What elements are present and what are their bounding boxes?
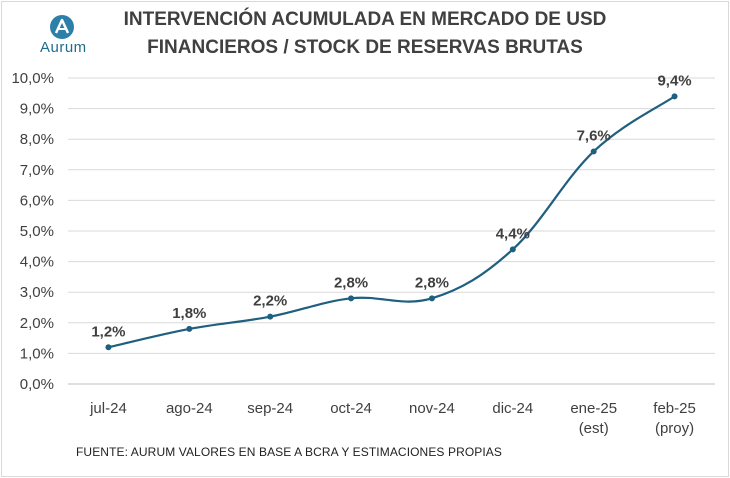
x-tick-label: nov-24 bbox=[409, 400, 455, 417]
x-tick-label: jul-24 bbox=[89, 400, 127, 417]
x-tick-label: (est) bbox=[579, 420, 609, 437]
series-line bbox=[107, 95, 676, 349]
chart-title-line-1: INTERVENCIÓN ACUMULADA EN MERCADO DE USD bbox=[123, 9, 607, 30]
data-point bbox=[267, 313, 274, 320]
y-tick-label: 8,0% bbox=[20, 131, 54, 148]
y-tick-label: 3,0% bbox=[20, 284, 54, 301]
chart-title-line-2: FINANCIEROS / STOCK DE RESERVAS BRUTAS bbox=[147, 37, 583, 58]
data-label: 4,4% bbox=[496, 225, 530, 242]
data-point bbox=[105, 344, 112, 351]
data-point bbox=[348, 295, 355, 302]
y-tick-label: 2,0% bbox=[20, 315, 54, 332]
data-label: 2,8% bbox=[415, 274, 449, 291]
x-tick-label: (proy) bbox=[655, 420, 694, 437]
data-point bbox=[590, 148, 597, 155]
x-tick-label: dic-24 bbox=[492, 400, 533, 417]
y-tick-label: 5,0% bbox=[20, 223, 54, 240]
aurum-logo-icon bbox=[50, 15, 74, 39]
data-label: 1,8% bbox=[172, 305, 206, 322]
x-tick-label: feb-25 bbox=[653, 400, 696, 417]
x-tick-label: ene-25 bbox=[570, 400, 617, 417]
x-tick-label: ago-24 bbox=[166, 400, 213, 417]
y-tick-label: 6,0% bbox=[20, 192, 54, 209]
y-tick-label: 0,0% bbox=[20, 376, 54, 393]
data-label: 1,2% bbox=[91, 323, 125, 340]
data-point bbox=[428, 295, 435, 302]
data-label: 2,8% bbox=[334, 274, 368, 291]
data-point bbox=[509, 246, 516, 253]
y-tick-label: 1,0% bbox=[20, 345, 54, 362]
y-tick-label: 4,0% bbox=[20, 254, 54, 271]
data-point bbox=[186, 325, 193, 332]
x-tick-label: oct-24 bbox=[330, 400, 372, 417]
logo bbox=[28, 14, 92, 62]
data-label: 9,4% bbox=[657, 72, 691, 89]
y-tick-label: 9,0% bbox=[20, 101, 54, 118]
data-label: 7,6% bbox=[577, 127, 611, 144]
data-label: 2,2% bbox=[253, 293, 287, 310]
data-point bbox=[671, 93, 678, 100]
y-tick-label: 10,0% bbox=[11, 70, 54, 87]
logo-text: Aurum bbox=[40, 39, 87, 56]
x-tick-label: sep-24 bbox=[247, 400, 293, 417]
y-tick-label: 7,0% bbox=[20, 162, 54, 179]
source-footnote: FUENTE: AURUM VALORES EN BASE A BCRA Y E… bbox=[76, 445, 503, 459]
